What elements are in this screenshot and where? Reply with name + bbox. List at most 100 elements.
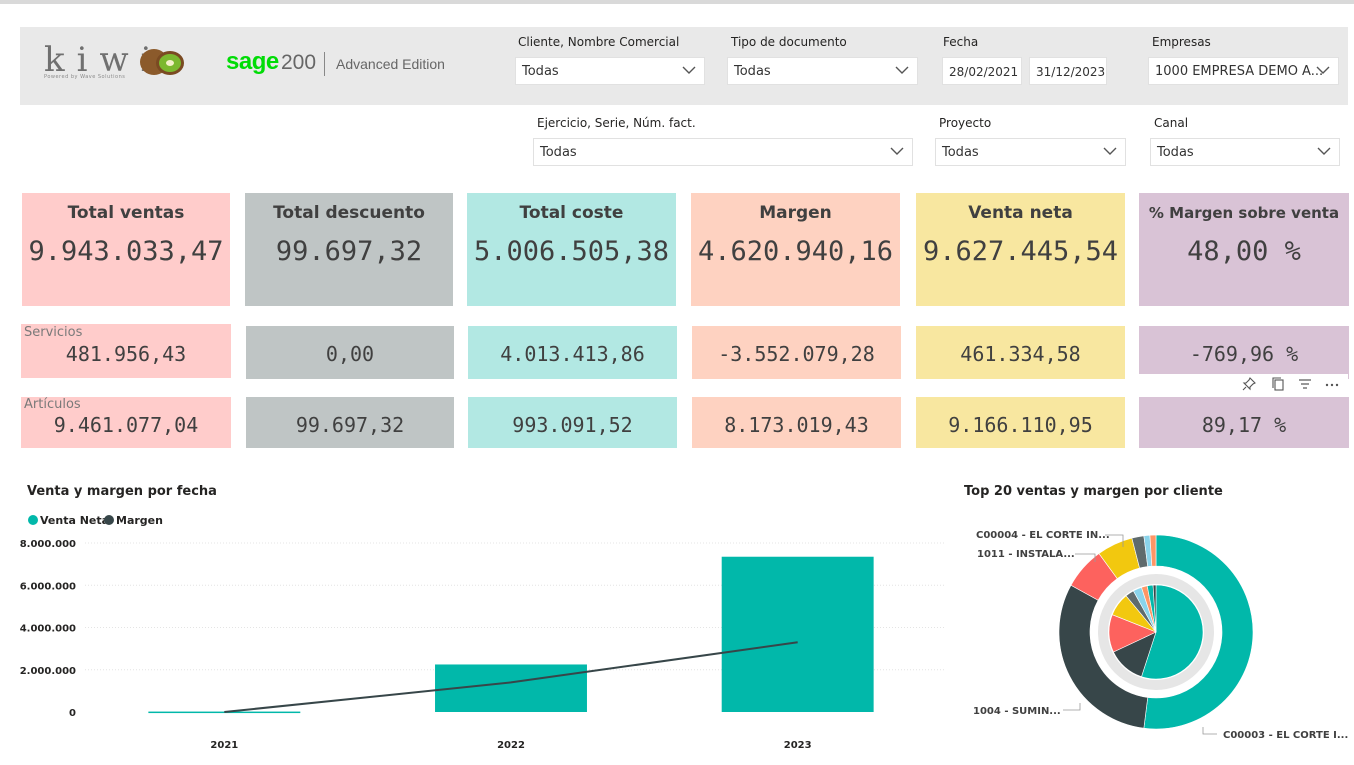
articulos-margen-pct-value: 89,17 % — [1201, 413, 1287, 437]
kiwi-logo: kiwi — [44, 40, 164, 80]
filter-tipo-dropdown[interactable]: Todas — [727, 57, 918, 85]
articulos-venta-neta-card: 9.166.110,95 — [916, 397, 1125, 448]
sage-edition: Advanced Edition — [336, 56, 445, 72]
chevron-down-icon — [890, 147, 904, 155]
kpi-title: Total ventas — [67, 203, 185, 223]
filter-ejercicio-value: Todas — [540, 145, 577, 160]
filter-fecha-label: Fecha — [943, 35, 979, 49]
inner-ring-slice — [1141, 584, 1204, 680]
filter-empresas-dropdown[interactable]: 1000 EMPRESA DEMO A... — [1148, 57, 1339, 85]
filter-cliente-label: Cliente, Nombre Comercial — [518, 35, 680, 49]
filter-ejercicio-label: Ejercicio, Serie, Núm. fact. — [537, 116, 696, 130]
servicios-venta-neta-card: 461.334,58 — [916, 326, 1125, 379]
pin-icon[interactable] — [1242, 377, 1256, 391]
servicios-coste-value: 4.013.413,86 — [500, 342, 645, 366]
filter-fecha-from-input[interactable]: 28/02/2021 — [942, 57, 1022, 85]
kpi-value: 9.943.033,47 — [28, 236, 224, 267]
kpi-value: 4.620.940,16 — [697, 236, 894, 267]
servicios-descuento-value: 0,00 — [325, 342, 375, 366]
kpi-margen-pct-card: % Margen sobre venta 48,00 % — [1139, 193, 1349, 306]
legend-margen-label: Margen — [116, 514, 163, 527]
kpi-title: Total descuento — [273, 203, 425, 223]
servicios-label: Servicios — [24, 325, 83, 340]
kpi-title: Venta neta — [968, 203, 1073, 223]
filter-empresas-label: Empresas — [1152, 35, 1211, 49]
chevron-down-icon — [1316, 66, 1330, 74]
kpi-value: 99.697,32 — [275, 236, 423, 267]
inner-ring-slice — [1152, 584, 1157, 633]
y-tick-label: 4.000.000 — [20, 624, 76, 635]
donut-leader-line — [1075, 553, 1096, 562]
filter-fecha-to-input[interactable]: 31/12/2023 — [1029, 57, 1107, 85]
kiwi-fruit-icon — [140, 49, 184, 75]
servicios-margen-pct-value: -769,96 % — [1189, 342, 1299, 366]
y-tick-label: 0 — [69, 708, 76, 719]
donut-leader-line — [1105, 534, 1124, 547]
servicios-margen-value: -3.552.079,28 — [718, 342, 875, 366]
top-border — [0, 0, 1354, 4]
sage-divider — [324, 52, 325, 76]
chart-venta-margen-title: Venta y margen por fecha — [27, 484, 217, 499]
filter-icon[interactable] — [1298, 377, 1312, 391]
kpi-value: 9.627.445,54 — [922, 236, 1119, 267]
top20-donut-chart: C00004 - EL CORTE IN... 1011 - INSTALA...… — [973, 530, 1348, 741]
kpi-margen-card: Margen 4.620.940,16 — [691, 193, 900, 306]
kpi-venta-neta-card: Venta neta 9.627.445,54 — [916, 193, 1125, 306]
donut-leader-line — [1202, 727, 1217, 735]
servicios-venta-neta-value: 461.334,58 — [960, 342, 1081, 366]
articulos-label: Artículos — [24, 397, 81, 412]
filter-proyecto-value: Todas — [942, 145, 979, 160]
kpi-total-descuento-card: Total descuento 99.697,32 — [245, 193, 453, 306]
copy-icon[interactable] — [1271, 377, 1285, 391]
kpi-value: 5.006.505,38 — [473, 236, 670, 267]
more-options-icon[interactable] — [1325, 377, 1339, 391]
donut-label: 1011 - INSTALA... — [977, 549, 1075, 560]
servicios-ventas-value: 481.956,43 — [65, 342, 187, 366]
sage-version: 200 — [281, 51, 317, 74]
outer-ring-slice — [1143, 534, 1254, 730]
filter-ejercicio-dropdown[interactable]: Todas — [533, 138, 913, 166]
chevron-down-icon — [682, 66, 696, 74]
filter-proyecto-dropdown[interactable]: Todas — [935, 138, 1126, 166]
donut-label: C00004 - EL CORTE IN... — [976, 530, 1110, 541]
servicios-margen-card: -3.552.079,28 — [692, 326, 901, 379]
y-tick-label: 2.000.000 — [20, 666, 76, 677]
kpi-value: 48,00 % — [1187, 236, 1301, 267]
filter-canal-label: Canal — [1154, 116, 1189, 130]
bar-venta-neta-2021 — [148, 711, 301, 714]
filter-tipo-label: Tipo de documento — [731, 35, 847, 49]
articulos-venta-neta-value: 9.166.110,95 — [948, 413, 1093, 437]
x-tick-label: 2022 — [497, 740, 525, 751]
kpi-title: Margen — [759, 203, 832, 223]
filter-canal-dropdown[interactable]: Todas — [1150, 138, 1340, 166]
articulos-ventas-card: 9.461.077,04 — [21, 397, 231, 448]
kpi-total-coste-card: Total coste 5.006.505,38 — [467, 193, 676, 306]
filter-canal-value: Todas — [1157, 145, 1194, 160]
kiwi-logo-subtext: Powered by Wave Solutions — [44, 74, 126, 80]
donut-label: 1004 - SUMIN... — [973, 706, 1061, 717]
x-tick-label: 2023 — [784, 740, 812, 751]
servicios-coste-card: 4.013.413,86 — [468, 326, 677, 379]
servicios-margen-pct-card: -769,96 % — [1139, 326, 1349, 379]
kpi-total-ventas-card: Total ventas 9.943.033,47 — [22, 193, 230, 306]
line-margen — [224, 641, 798, 713]
donut-leader-line — [1063, 703, 1081, 711]
y-tick-label: 8.000.000 — [20, 539, 76, 550]
y-tick-label: 6.000.000 — [20, 581, 76, 592]
kpi-title: % Margen sobre venta — [1148, 204, 1340, 222]
kpi-title: Total coste — [519, 203, 624, 223]
outer-ring-slice — [1058, 584, 1149, 729]
filter-proyecto-label: Proyecto — [939, 116, 992, 130]
sage-logo: sage — [226, 48, 279, 75]
servicios-ventas-card: 481.956,43 — [21, 324, 231, 378]
legend-venta-neta-label: Venta Neta — [40, 514, 109, 527]
articulos-descuento-card: 99.697,32 — [246, 397, 454, 448]
articulos-coste-card: 993.091,52 — [468, 397, 677, 448]
visual-header-toolbar — [1138, 374, 1348, 396]
filter-cliente-dropdown[interactable]: Todas — [515, 57, 705, 85]
chart-top20-title: Top 20 ventas y margen por cliente — [964, 484, 1223, 499]
bar-venta-neta-2023 — [721, 556, 874, 712]
articulos-ventas-value: 9.461.077,04 — [53, 413, 199, 437]
articulos-margen-pct-card: 89,17 % — [1139, 397, 1349, 448]
outer-ring-slice — [1149, 534, 1157, 567]
